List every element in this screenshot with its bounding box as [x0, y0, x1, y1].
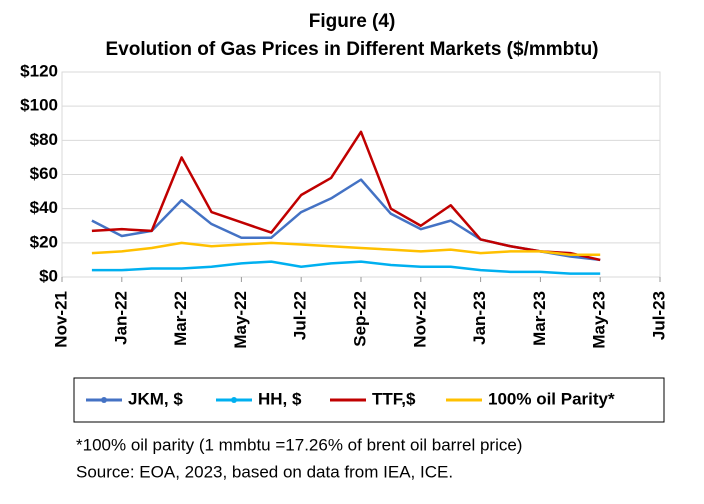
- y-tick-label: $20: [30, 232, 58, 251]
- x-tick-label: Jan-23: [470, 291, 489, 345]
- legend-box: [73, 377, 665, 423]
- legend-marker: [231, 397, 237, 403]
- y-tick-label: $120: [20, 61, 58, 80]
- x-tick-label: Nov-22: [410, 291, 429, 348]
- chart-subtitle: Evolution of Gas Prices in Different Mar…: [105, 39, 598, 60]
- x-tick-label: Jan-22: [111, 291, 130, 345]
- legend-label: TTF,$: [372, 389, 416, 408]
- y-tick-label: $0: [39, 266, 58, 285]
- legend-label: HH, $: [258, 389, 302, 408]
- footnote: Source: EOA, 2023, based on data from IE…: [76, 462, 453, 481]
- x-tick-label: Mar-23: [530, 291, 549, 346]
- x-tick-label: May-22: [231, 291, 250, 349]
- x-tick-label: Jul-22: [291, 291, 310, 340]
- legend-label: 100% oil Parity*: [488, 389, 615, 408]
- footnote: *100% oil parity (1 mmbtu =17.26% of bre…: [76, 435, 522, 454]
- legend-marker: [101, 397, 107, 403]
- legend-label: JKM, $: [128, 389, 183, 408]
- y-tick-label: $100: [20, 96, 58, 115]
- x-tick-label: Jul-23: [649, 291, 668, 340]
- y-tick-label: $40: [30, 198, 58, 217]
- x-tick-label: Mar-22: [171, 291, 190, 346]
- y-tick-label: $60: [30, 164, 58, 183]
- y-tick-label: $80: [30, 130, 58, 149]
- series-line: [91, 130, 601, 262]
- chart-title: Figure (4): [309, 11, 396, 32]
- x-tick-label: Sep-22: [350, 291, 369, 347]
- series-line: [91, 260, 601, 275]
- x-tick-label: Nov-21: [51, 291, 70, 348]
- x-tick-label: May-23: [590, 291, 609, 349]
- series-line: [91, 241, 601, 257]
